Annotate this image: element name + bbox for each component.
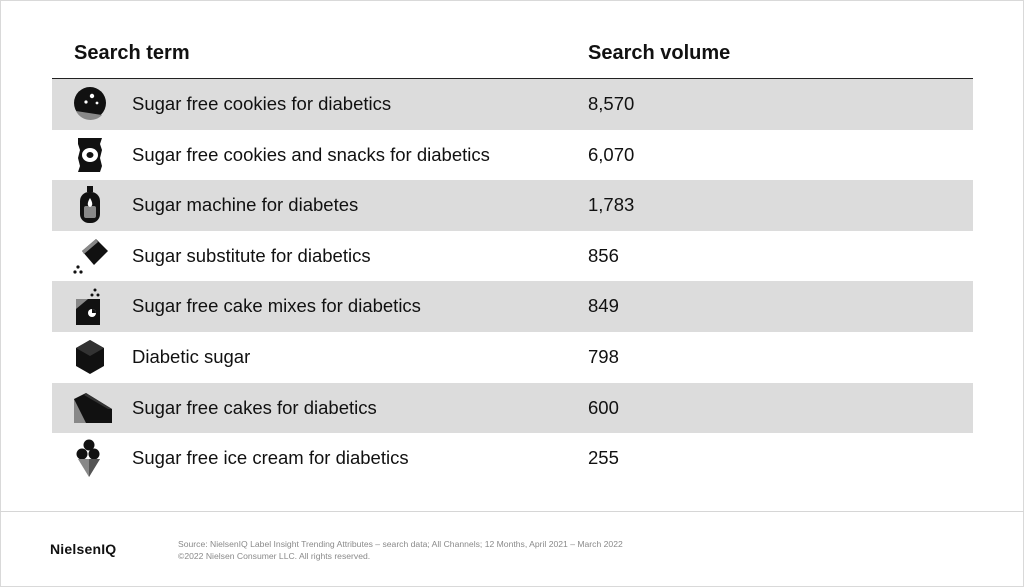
search-term: Sugar substitute for diabetics: [132, 244, 371, 266]
table-row: Diabetic sugar 798: [52, 332, 973, 383]
table-row: Sugar machine for diabetes 1,783: [52, 180, 973, 231]
search-volume: 600: [588, 396, 619, 418]
search-term: Sugar free cakes for diabetics: [132, 396, 377, 418]
search-term: Sugar free cookies for diabetics: [132, 93, 392, 114]
table-row: Sugar substitute for diabetics 856: [52, 231, 973, 282]
source-note: Source: NielsenIQ Label Insight Trending…: [178, 538, 623, 562]
nielseniq-logo: NielsenIQ: [50, 541, 117, 557]
source-line: Source: NielsenIQ Label Insight Trending…: [178, 539, 623, 549]
search-volume: 6,070: [588, 143, 635, 165]
search-term: Sugar machine for diabetes: [132, 194, 359, 216]
glucose-meter-icon: [72, 186, 112, 224]
search-volume: 856: [588, 244, 619, 266]
footer-divider: [0, 511, 1024, 512]
ice-cream-cone-icon: [72, 439, 112, 478]
table-row: Sugar free cakes for diabetics 600: [52, 382, 973, 434]
column-header-search-volume: Search volume: [588, 42, 731, 64]
sweetener-packet-icon: [72, 237, 112, 275]
table-row: Sugar free cookies for diabetics 8,570: [52, 79, 973, 130]
sugar-cube-icon: [72, 338, 112, 376]
cookie-icon: [72, 85, 112, 123]
search-volume-table: Search term Search volume Sugar free coo…: [52, 28, 973, 484]
table-row: Sugar free cake mixes for diabetics 849: [52, 281, 973, 332]
table-header: Search term Search volume: [52, 28, 973, 79]
search-volume: 8,570: [588, 93, 635, 114]
table-row: Sugar free ice cream for diabetics 255: [52, 433, 973, 484]
copyright-line: ©2022 Nielsen Consumer LLC. All rights r…: [178, 551, 371, 561]
search-volume: 798: [588, 345, 619, 367]
search-term: Sugar free ice cream for diabetics: [132, 447, 409, 469]
cake-slice-icon: [72, 389, 112, 427]
column-header-search-term: Search term: [74, 42, 190, 64]
search-term: Sugar free cookies and snacks for diabet…: [132, 143, 490, 165]
search-term: Diabetic sugar: [132, 345, 251, 367]
search-volume: 1,783: [588, 194, 635, 216]
search-term: Sugar free cake mixes for diabetics: [132, 295, 421, 317]
table-row: Sugar free cookies and snacks for diabet…: [52, 130, 973, 181]
cake-mix-box-icon: [72, 287, 112, 326]
snack-bag-icon: [72, 136, 112, 174]
search-volume: 849: [588, 295, 619, 317]
search-volume: 255: [588, 447, 619, 469]
